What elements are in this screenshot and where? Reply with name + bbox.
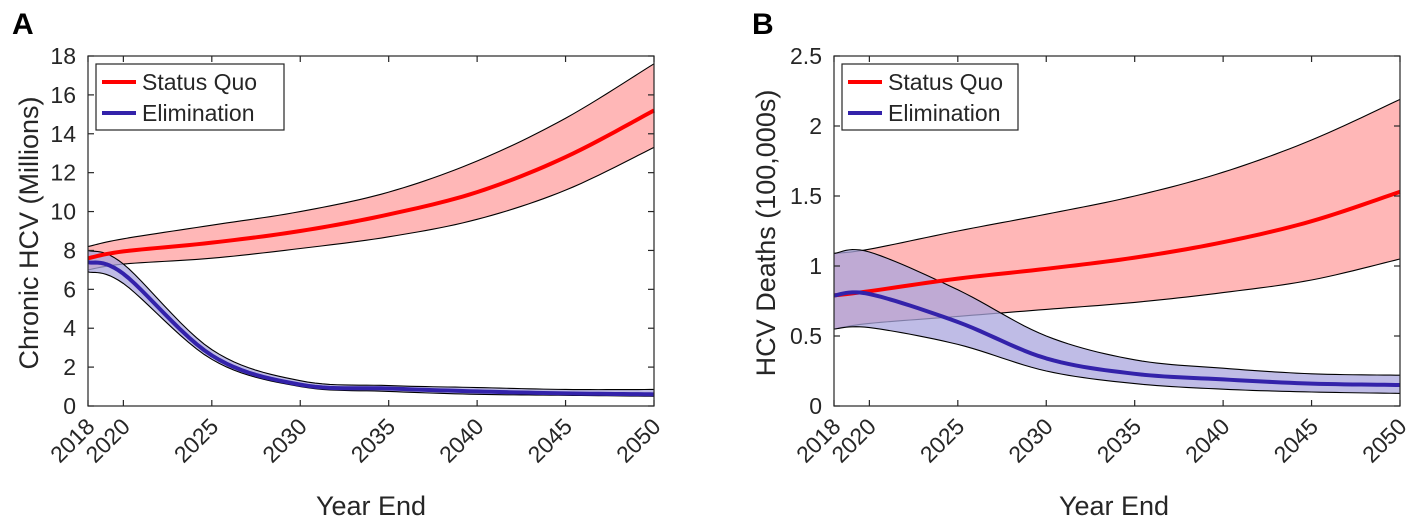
- y-tick-label-b: 0: [809, 393, 822, 419]
- y-tick-label-b: 0.5: [790, 323, 822, 349]
- band-upper-edge-status-quo: [87, 63, 655, 248]
- y-axis-label-a: Chronic HCV (Millions): [14, 96, 44, 369]
- y-tick-label-a: 4: [63, 315, 76, 341]
- x-axis-label-a: Year End: [316, 491, 426, 521]
- legend-box-a: [95, 63, 285, 131]
- band-lower-edge-status-quo: [87, 146, 655, 271]
- band-lower-edge-elimination: [87, 271, 655, 397]
- plot-area-a: [87, 63, 655, 397]
- confidence-band-status-quo: [834, 99, 1400, 330]
- band-upper-edge-elimination: [87, 249, 655, 391]
- legend-label-status-quo: Status Quo: [142, 69, 257, 95]
- x-tick-label-a: 2025: [169, 413, 224, 468]
- y-tick-label-a: 0: [63, 393, 76, 419]
- x-axis-label-b: Year End: [1059, 491, 1169, 521]
- y-tick-label-a: 12: [50, 160, 76, 186]
- x-tick-label-a: 2045: [523, 413, 578, 468]
- x-tick-label-a: 2030: [257, 413, 312, 468]
- y-tick-label-a: 2: [63, 354, 76, 380]
- legend-label-status-quo: Status Quo: [888, 69, 1003, 95]
- panel-b: B HCV Deaths (100,000s) Year End 0 0.5 1 1.…: [751, 8, 1412, 521]
- y-tick-label-b: 2: [809, 113, 822, 139]
- y-tick-label-b: 1.5: [790, 183, 822, 209]
- confidence-band-elimination: [834, 249, 1400, 394]
- x-tick-label-a: 2040: [434, 413, 489, 468]
- series-line-elimination: [87, 260, 655, 397]
- y-tick-label-a: 16: [50, 82, 76, 108]
- series-line-status-quo: [833, 189, 1401, 298]
- y-tick-label-b: 1: [809, 253, 822, 279]
- x-tick-label-b: 2045: [1269, 413, 1324, 468]
- panel-letter-b: B: [752, 8, 774, 41]
- band-upper-edge-elimination: [833, 249, 1401, 376]
- y-tick-label-a: 8: [63, 237, 76, 263]
- y-tick-label-a: 10: [50, 199, 76, 225]
- x-tick-label-b: 2040: [1180, 413, 1235, 468]
- axes-box-b: [833, 55, 1401, 407]
- x-tick-label-b: 2025: [915, 413, 970, 468]
- legend-box-b: [841, 63, 1019, 131]
- series-line-elimination: [833, 290, 1401, 387]
- legend-b: Status Quo Elimination: [841, 63, 1019, 131]
- x-tick-label-b: 2030: [1003, 413, 1058, 468]
- x-tick-label-b: 2035: [1092, 413, 1147, 468]
- band-lower-edge-elimination: [833, 326, 1401, 394]
- y-tick-label-a: 6: [63, 276, 76, 302]
- legend-a: Status Quo Elimination: [95, 63, 285, 131]
- series-line-status-quo: [87, 108, 655, 261]
- x-tick-label-a: 2050: [611, 413, 666, 468]
- y-tick-label-a: 18: [50, 43, 76, 69]
- panel-a: A Chronic HCV (Millions) Year End 0 2 4 6 8 1…: [12, 8, 666, 521]
- x-tick-label-a: 2035: [346, 413, 401, 468]
- y-tick-label-b: 2.5: [790, 43, 822, 69]
- band-upper-edge-status-quo: [833, 98, 1401, 254]
- plot-area-b: [833, 98, 1401, 394]
- legend-label-elimination: Elimination: [888, 100, 1001, 126]
- legend-label-elimination: Elimination: [142, 100, 255, 126]
- y-axis-label-b: HCV Deaths (100,000s): [751, 90, 781, 377]
- axes-box-a: [87, 55, 655, 407]
- x-tick-label-b: 2050: [1357, 413, 1412, 468]
- y-tick-label-a: 14: [50, 121, 76, 147]
- panel-letter-a: A: [12, 8, 34, 41]
